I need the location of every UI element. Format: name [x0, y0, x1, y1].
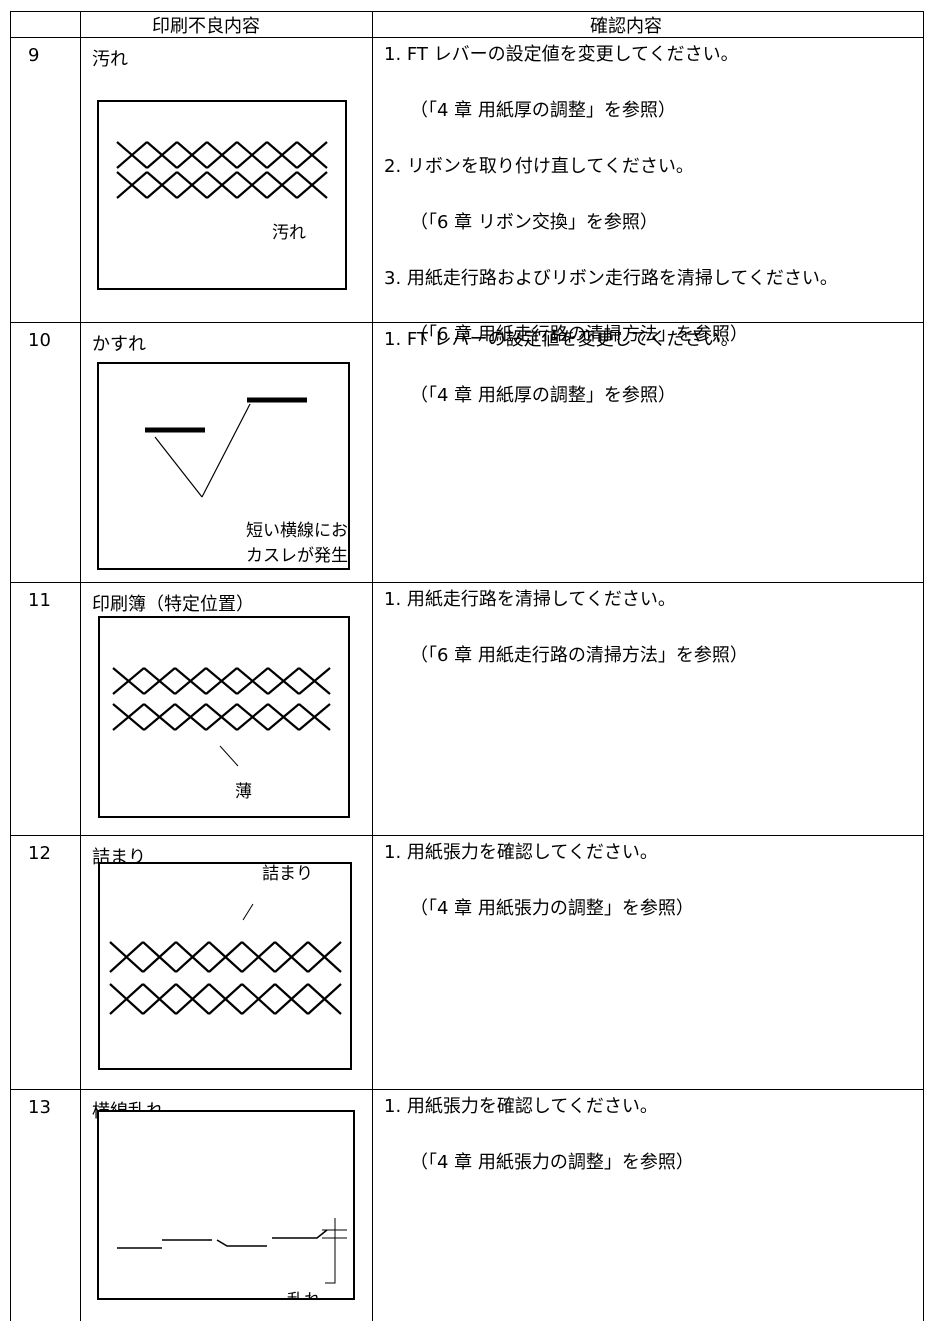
pattern: [109, 983, 342, 1015]
defect: かすれ: [92, 334, 146, 355]
rule: [10, 1089, 924, 1090]
check-ref: （「4 章 用紙張力の調整」を参照）: [410, 898, 694, 919]
pattern: [116, 171, 328, 199]
check-item: 1. 用紙張力を確認してください。 （「4 章 用紙張力の調整」を参照）: [384, 839, 920, 923]
defect: 印刷簿（特定位置）: [92, 594, 254, 615]
check-ref: （「4 章 用紙張力の調整」を参照）: [410, 1152, 694, 1173]
check-text: 1. FT レバーの設定値を変更してください。: [384, 329, 739, 350]
figure-label: 薄: [235, 782, 252, 802]
figure-label: カスレが発生する: [246, 546, 350, 566]
rule: [10, 582, 924, 583]
figure-label: 短い横線において: [246, 521, 350, 541]
checks: 1. 用紙走行路を清掃してください。 （「6 章 用紙走行路の清掃方法」を参照）: [384, 586, 920, 698]
check-ref: （「4 章 用紙厚の調整」を参照）: [410, 100, 676, 121]
figure-label: 汚れ: [272, 223, 306, 243]
check-ref: （「6 章 用紙走行路の清掃方法」を参照）: [410, 645, 748, 666]
checks: 1. 用紙張力を確認してください。 （「4 章 用紙張力の調整」を参照）: [384, 839, 920, 951]
figure-frame: [97, 100, 347, 290]
row-number: 12: [28, 843, 51, 864]
rule: [10, 835, 924, 836]
pattern: [112, 703, 331, 731]
check-text: 3. 用紙走行路およびリボン走行路を清掃してください。: [384, 268, 838, 289]
check-item: 3. 用紙走行路およびリボン走行路を清掃してください。 （「6 章 用紙走行路の清…: [384, 265, 920, 349]
check-text: 2. リボンを取り付け直してください。: [384, 156, 694, 177]
check-ref: （「6 章 リボン交換」を参照）: [410, 212, 658, 233]
figure: 汚れ: [97, 100, 347, 290]
check-text: 1. FT レバーの設定値を変更してください。: [384, 44, 739, 65]
figure-frame: [97, 1110, 355, 1300]
stroke: [117, 1229, 328, 1249]
check-text: 1. 用紙張力を確認してください。: [384, 842, 658, 863]
figure: 薄: [98, 616, 350, 818]
check-item: 1. 用紙張力を確認してください。 （「4 章 用紙張力の調整」を参照）: [384, 1093, 920, 1177]
pattern: [109, 941, 342, 973]
figure: 詰まり: [98, 862, 352, 1070]
figure: 短い横線においてカスレが発生する: [97, 362, 350, 570]
pattern: [112, 667, 331, 695]
checks: 1. 用紙張力を確認してください。 （「4 章 用紙張力の調整」を参照）: [384, 1093, 920, 1205]
arrow: [242, 903, 254, 921]
rule: [80, 11, 81, 1321]
header: 確認内容: [590, 16, 662, 37]
row-number: 10: [28, 330, 51, 351]
check-item: 1. FT レバーの設定値を変更してください。 （「4 章 用紙厚の調整」を参照）: [384, 326, 920, 410]
figure-frame: [98, 862, 352, 1070]
rule: [10, 322, 924, 323]
row-number: 9: [28, 45, 40, 66]
check-item: 1. FT レバーの設定値を変更してください。 （「4 章 用紙厚の調整」を参照）: [384, 41, 920, 125]
checks: 1. FT レバーの設定値を変更してください。 （「4 章 用紙厚の調整」を参照）…: [384, 41, 920, 377]
check-ref: （「4 章 用紙厚の調整」を参照）: [410, 385, 676, 406]
defect: 汚れ: [92, 49, 128, 70]
checks: 1. FT レバーの設定値を変更してください。 （「4 章 用紙厚の調整」を参照）: [384, 326, 920, 438]
arrow: [322, 1218, 347, 1284]
header: 印刷不良内容: [152, 16, 260, 37]
figure-label: 乱れ: [287, 1291, 321, 1300]
rule: [923, 11, 924, 1321]
check-ref: （「6 章 用紙走行路の清掃方法」を参照）: [410, 324, 748, 345]
check-item: 2. リボンを取り付け直してください。 （「6 章 リボン交換」を参照）: [384, 153, 920, 237]
rule: [10, 11, 924, 12]
stroke: [145, 397, 307, 433]
arrow: [219, 745, 239, 767]
figure-frame: [98, 616, 350, 818]
row-number: 11: [28, 590, 51, 611]
arrow: [154, 403, 251, 498]
rule: [372, 11, 373, 1321]
pattern: [116, 141, 328, 169]
check-item: 1. 用紙走行路を清掃してください。 （「6 章 用紙走行路の清掃方法」を参照）: [384, 586, 920, 670]
check-text: 1. 用紙張力を確認してください。: [384, 1096, 658, 1117]
figure-frame: [97, 362, 350, 570]
rule: [10, 37, 924, 38]
figure-label: 詰まり: [262, 864, 313, 884]
check-text: 1. 用紙走行路を清掃してください。: [384, 589, 676, 610]
row-number: 13: [28, 1097, 51, 1118]
figure: 乱れ: [97, 1110, 355, 1300]
rule: [10, 11, 11, 1321]
